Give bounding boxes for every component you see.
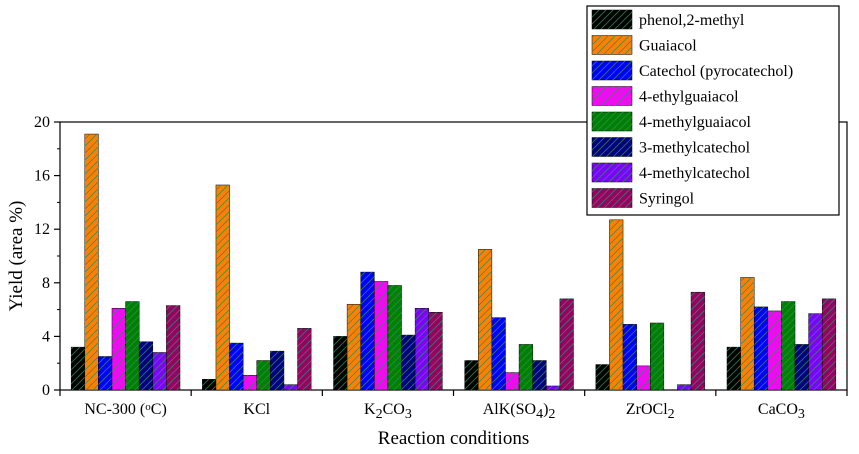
x-tick-label: ZrOCl2 (626, 401, 675, 422)
legend-swatch-hatch (592, 10, 632, 29)
bar-hatch-5-0 (139, 341, 153, 390)
bar-hatch-1-5 (740, 277, 755, 390)
y-axis-title: Yield (area %) (6, 201, 27, 312)
bar-hatch-1-2 (347, 304, 361, 390)
bar-hatch-3-5 (767, 310, 782, 390)
bar-hatch-3-1 (243, 375, 257, 390)
bar-hatch-7-4 (691, 292, 705, 390)
bar-hatch-7-5 (822, 298, 836, 390)
bar-hatch-6-5 (808, 313, 823, 390)
legend-swatch-hatch (592, 188, 632, 208)
legend-label: Guaiacol (639, 38, 697, 55)
x-tick-label: AlK(SO4)2 (483, 401, 556, 422)
bar-hatch-7-3 (559, 298, 574, 390)
x-tick-label: NC-300 (oC) (84, 401, 166, 418)
legend-swatch-hatch (592, 86, 632, 106)
bar-hatch-6-1 (283, 384, 298, 390)
bar-hatch-0-4 (595, 364, 610, 390)
legend-swatch-hatch (592, 163, 632, 182)
bar-hatch-1-3 (478, 249, 492, 390)
bar-hatch-2-4 (623, 324, 637, 390)
bar-hatch-3-4 (636, 365, 651, 390)
x-tick-label: K2CO3 (364, 401, 412, 422)
legend-label: 3-methylcatechol (639, 140, 751, 157)
bar-hatch-5-2 (401, 335, 416, 390)
bar-hatch-2-2 (360, 272, 375, 390)
bar-hatch-1-0 (84, 134, 99, 390)
bar-hatch-0-3 (464, 360, 479, 390)
x-tick-label: CaCO3 (758, 401, 805, 422)
legend-label: Syringol (639, 191, 695, 208)
legend-label: phenol,2-methyl (639, 12, 745, 29)
y-tick-label: 16 (34, 168, 50, 185)
legend-label: 4-ethylguaiacol (639, 89, 739, 106)
x-tick-label: KCl (243, 401, 270, 418)
x-axis-title: Reaction conditions (378, 428, 529, 449)
bar-hatch-7-1 (297, 328, 312, 390)
bar-hatch-4-4 (650, 323, 664, 390)
bar-hatch-2-1 (229, 343, 244, 390)
bar-hatch-5-3 (532, 360, 547, 390)
bar-hatch-0-0 (71, 347, 85, 390)
legend-swatch-hatch (592, 61, 632, 80)
bar-hatch-6-0 (152, 352, 167, 390)
legend: phenol,2-methyl Guaiacol Catechol (pyrocat… (586, 5, 840, 216)
legend-label: 4-methylguaiacol (639, 114, 752, 131)
bar-hatch-3-0 (111, 308, 126, 390)
bar-hatch-4-1 (256, 360, 271, 390)
bar-hatch-0-5 (727, 347, 741, 390)
y-tick-label: 12 (34, 221, 50, 238)
bar-hatch-2-3 (491, 317, 506, 390)
y-tick-label: 20 (34, 114, 50, 131)
bar-hatch-6-2 (415, 308, 429, 390)
bar-hatch-0-1 (202, 379, 216, 390)
y-tick-label: 8 (42, 275, 50, 292)
bar-hatch-4-3 (519, 344, 533, 390)
y-tick-label: 0 (42, 382, 50, 399)
legend-label: 4-methylcatechol (639, 165, 751, 182)
legend-swatch-hatch (592, 137, 632, 157)
bar-hatch-1-1 (215, 184, 230, 390)
bars (70, 133, 837, 391)
bar-hatch-2-5 (754, 306, 768, 390)
bar-hatch-7-2 (428, 312, 443, 390)
bar-hatch-0-2 (333, 336, 348, 390)
bar-hatch-4-2 (387, 285, 402, 390)
bar-hatch-2-0 (98, 356, 112, 390)
axes: 0 4 8 12 16 20 NC-300 (oC) KCl K2CO3 AlK(SO4)2 ZrO… (34, 114, 848, 422)
bar-hatch-4-0 (125, 301, 140, 390)
bar-hatch-5-5 (795, 344, 809, 390)
bar-hatch-5-1 (270, 351, 284, 390)
bar-hatch-7-0 (166, 305, 180, 390)
bar-hatch-3-2 (374, 281, 388, 390)
legend-swatch-hatch (592, 35, 632, 55)
y-tick-label: 4 (42, 328, 50, 345)
bar-hatch-1-4 (609, 219, 624, 390)
bar-hatch-4-5 (781, 301, 796, 390)
legend-label: Catechol (pyrocatechol) (639, 63, 793, 80)
legend-swatch-hatch (592, 112, 632, 131)
bar-hatch-6-4 (677, 384, 692, 390)
bar-hatch-3-3 (505, 372, 520, 390)
bar-hatch-6-3 (546, 385, 560, 390)
